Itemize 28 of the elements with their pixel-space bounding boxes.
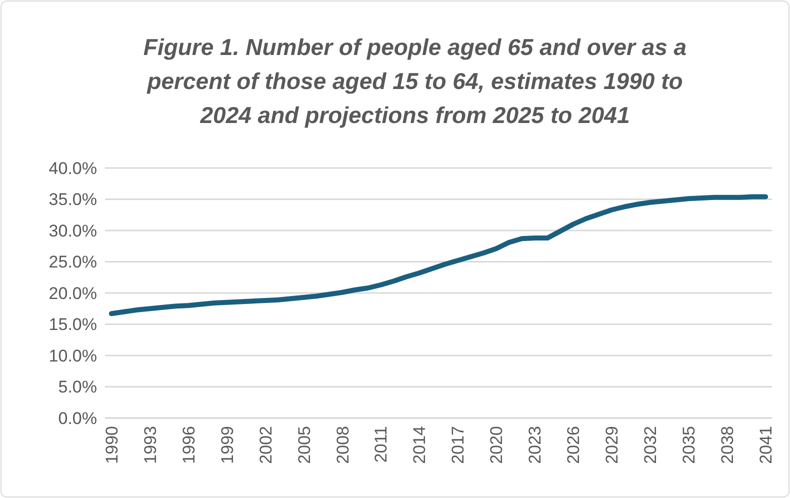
y-tick-label: 25.0% [48, 252, 97, 272]
y-tick-label: 20.0% [48, 284, 97, 303]
x-tick-label: 2008 [333, 426, 352, 464]
chart-title: Figure 1. Number of people aged 65 and over as a percent of those aged 15 to 64, estimates 1990 to 2024 and projections from 2025 to 2041 [143, 34, 687, 128]
x-tick-label: 2002 [256, 426, 276, 464]
x-tick-label: 2032 [641, 426, 660, 464]
x-tick-label: 2005 [294, 426, 314, 464]
x-tick-label: 2029 [602, 426, 622, 464]
x-tick-label: 2014 [410, 426, 430, 464]
y-tick-label: 35.0% [48, 190, 97, 210]
x-tick-label: 2011 [372, 426, 391, 463]
y-tick-label: 40.0% [48, 158, 97, 178]
y-tick-label: 15.0% [48, 315, 97, 334]
y-tick-label: 0.0% [58, 408, 97, 428]
x-tick-label: 1990 [102, 426, 122, 464]
x-tick-label: 1996 [179, 426, 198, 464]
x-tick-label: 2038 [718, 426, 738, 464]
y-tick-label: 10.0% [48, 346, 97, 366]
x-tick-label: 2041 [756, 426, 776, 464]
x-tick-label: 2035 [680, 426, 699, 464]
x-tick-label: 1993 [140, 426, 160, 464]
y-tick-label: 30.0% [48, 221, 97, 240]
x-tick-label: 2023 [526, 426, 545, 464]
x-tick-label: 2020 [487, 426, 506, 464]
x-tick-label: 2026 [564, 426, 584, 464]
x-tick-label: 1999 [218, 426, 237, 464]
y-tick-label: 5.0% [58, 378, 97, 397]
x-tick-label: 2017 [448, 426, 468, 464]
